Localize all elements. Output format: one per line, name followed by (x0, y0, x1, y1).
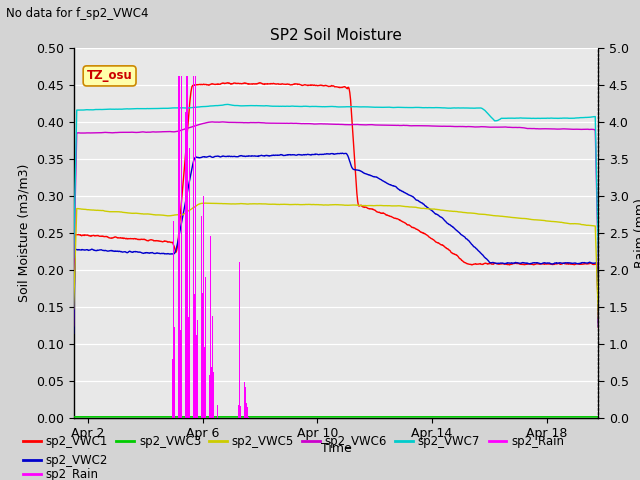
Bar (188, 317, 189, 418)
Bar (245, 387, 246, 418)
Bar (247, 407, 248, 418)
Bar (179, 76, 180, 418)
Bar (173, 221, 174, 418)
Bar (211, 367, 212, 418)
Bar (241, 263, 243, 418)
Bar (239, 263, 240, 418)
Bar (209, 375, 210, 418)
Bar (175, 254, 177, 418)
Bar (194, 294, 195, 418)
Bar (192, 175, 193, 418)
Bar (185, 112, 186, 418)
X-axis label: Time: Time (321, 442, 351, 455)
Bar (182, 297, 183, 418)
Bar (180, 330, 181, 418)
Bar (204, 347, 205, 418)
Bar (198, 331, 199, 418)
Bar (214, 375, 215, 418)
Bar (172, 359, 173, 418)
Bar (196, 335, 197, 418)
Bar (178, 76, 179, 418)
Bar (205, 277, 206, 418)
Y-axis label: Soil Moisture (m3/m3): Soil Moisture (m3/m3) (17, 164, 30, 302)
Bar (246, 403, 247, 418)
Legend: sp2_Rain: sp2_Rain (19, 464, 104, 480)
Bar (181, 76, 182, 418)
Bar (195, 76, 196, 418)
Bar (238, 405, 239, 418)
Bar (208, 368, 209, 418)
Bar (197, 320, 198, 418)
Bar (189, 148, 190, 418)
Legend: sp2_VWC1, sp2_VWC2, sp2_VWC3, sp2_VWC5, sp2_VWC6, sp2_VWC7, sp2_Rain: sp2_VWC1, sp2_VWC2, sp2_VWC3, sp2_VWC5, … (19, 431, 569, 472)
Text: TZ_osu: TZ_osu (87, 70, 132, 83)
Bar (217, 405, 218, 418)
Bar (187, 76, 188, 418)
Bar (203, 196, 204, 418)
Bar (186, 76, 187, 418)
Bar (212, 316, 213, 418)
Text: No data for f_sp2_VWC4: No data for f_sp2_VWC4 (6, 7, 149, 20)
Bar (202, 293, 203, 418)
Y-axis label: Raim (mm): Raim (mm) (634, 198, 640, 268)
Bar (210, 236, 211, 418)
Bar (201, 216, 202, 418)
Title: SP2 Soil Moisture: SP2 Soil Moisture (270, 28, 402, 43)
